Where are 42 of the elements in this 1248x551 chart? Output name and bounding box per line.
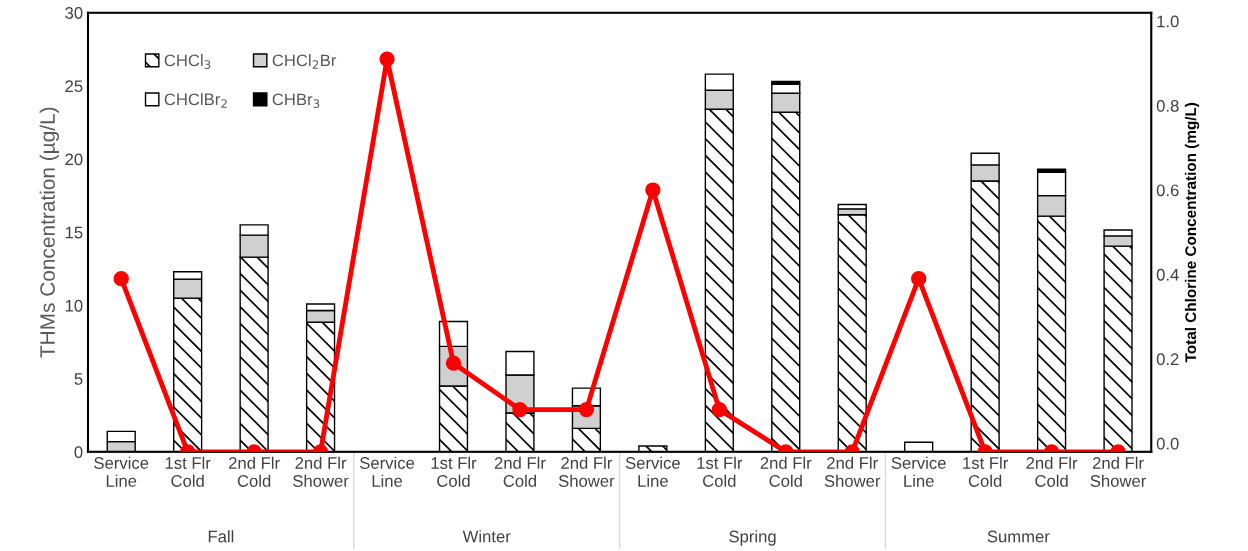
y2-axis-title: Total Chlorine Concentration (mg/L) [1184,102,1200,363]
y-axis-title: THMs Concentration (µg/L) [39,107,60,358]
y-tick-label: 5 [74,373,83,385]
y2-tick-label: 0.0 [1156,437,1179,450]
x-tick-label: 1st Flr Cold [431,456,477,487]
y2-tick-label: 0.6 [1156,184,1179,197]
legend-label: CHCl$_{3}$ [164,54,211,69]
y2-tick-label: 0.2 [1156,353,1179,366]
x-tick-label: Service Line [891,456,946,487]
y2-tick-label: 0.4 [1156,268,1179,281]
y-tick-label: 25 [65,80,83,93]
point [645,182,661,198]
legend-label: CHBr$_{3}$ [272,93,320,109]
text: Fall [208,530,234,543]
x-tick-label: 2nd Flr Shower [1090,456,1147,487]
y-tick-label: 15 [65,226,83,239]
x-tick-label: Service Line [360,456,415,487]
point [113,271,129,287]
x-tick-label: 2nd Flr Shower [293,456,349,487]
point [911,271,927,287]
x-tick-label: 1st Flr Cold [697,456,743,487]
x-tick-label: Service Line [94,456,149,487]
y-tick-label: 0 [74,446,83,459]
x-tick-label: 2nd Flr Cold [229,456,280,487]
x-tick-label: 2nd Flr Shower [558,456,615,487]
x-tick-label: Service Line [625,456,680,487]
legend-label: CHClBr$_{2}$ [164,92,227,108]
x-tick-label: 2nd Flr Cold [760,456,812,487]
y-tick-label: 30 [65,7,83,19]
x-tick-label: 1st Flr Cold [963,456,1009,487]
y-tick-label: 20 [65,153,83,166]
x-tick-label: 2nd Flr Cold [494,456,546,487]
text: Spring [729,530,776,546]
text: Winter [462,530,511,543]
y2-tick-label: 0.8 [1156,99,1179,112]
text: Summer [987,530,1050,543]
y-tick-label: 10 [65,299,83,312]
x-tick-label: 2nd Flr Shower [824,456,881,487]
x-tick-label: 2nd Flr Cold [1026,456,1078,487]
x-tick-label: 1st Flr Cold [165,456,211,487]
legend-label: CHCl$_{2}$Br [272,54,337,69]
y2-tick-label: 1.0 [1157,15,1179,28]
